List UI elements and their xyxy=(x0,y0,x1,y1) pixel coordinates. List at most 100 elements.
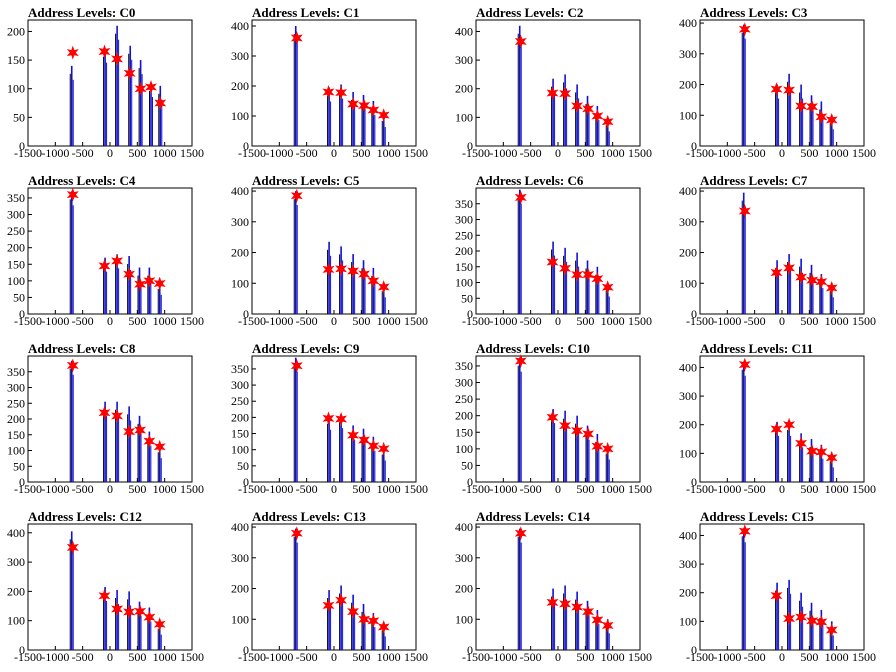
peak-marker xyxy=(795,99,808,113)
y-tick-label: 0 xyxy=(467,643,473,657)
y-tick-label: 0 xyxy=(19,307,25,321)
y-tick-label: 100 xyxy=(231,109,249,123)
x-tick-label: -1500 xyxy=(686,650,714,664)
peak-marker xyxy=(783,611,796,626)
x-tick-label: 1000 xyxy=(601,650,625,664)
peak-marker xyxy=(546,410,559,425)
plot-frame xyxy=(251,523,417,651)
x-tick-label: 1000 xyxy=(825,482,849,496)
peak-marker xyxy=(144,80,158,94)
peak-marker xyxy=(738,357,751,372)
peak-marker xyxy=(347,264,360,278)
x-tick-label: -1500 xyxy=(14,650,42,664)
y-tick-label: 400 xyxy=(679,528,697,542)
x-tick-label: 500 xyxy=(128,482,146,496)
y-tick-label: 100 xyxy=(7,614,25,628)
x-tick-label: -1000 xyxy=(265,650,293,664)
peak-marker xyxy=(111,253,124,268)
x-tick-label: 1000 xyxy=(601,314,625,328)
chart-title: Address Levels: C15 xyxy=(700,509,814,524)
x-tick-label: -1500 xyxy=(462,146,490,160)
x-tick-label: -500 xyxy=(520,146,542,160)
peak-marker xyxy=(290,526,303,541)
peak-marker xyxy=(591,439,604,454)
x-tick-label: 0 xyxy=(779,146,785,160)
peak-marker xyxy=(825,280,838,295)
x-tick-label: 500 xyxy=(352,650,370,664)
x-tick-label: -1000 xyxy=(713,146,741,160)
peak-marker xyxy=(825,623,838,637)
peak-marker xyxy=(582,267,595,282)
peak-marker xyxy=(153,617,166,632)
y-tick-label: 300 xyxy=(455,213,473,227)
plot-frame xyxy=(251,19,417,147)
plot-frame xyxy=(475,355,641,483)
peak-marker xyxy=(290,358,303,373)
y-tick-label: 400 xyxy=(455,520,473,534)
peak-marker xyxy=(367,273,380,288)
peak-marker xyxy=(66,358,79,373)
x-tick-label: 0 xyxy=(331,482,337,496)
plot-frame xyxy=(475,523,641,651)
chart-panel-c7: Address Levels: C7 0 100 200 300 400 -1500 -100… xyxy=(679,173,876,328)
peak-marker xyxy=(367,613,380,628)
x-tick-label: 1500 xyxy=(404,650,428,664)
y-tick-label: 300 xyxy=(679,389,697,403)
y-tick-label: 350 xyxy=(455,197,473,211)
peak-marker xyxy=(377,620,390,634)
peak-marker xyxy=(601,618,614,633)
x-tick-label: 1000 xyxy=(377,146,401,160)
x-tick-label: -1000 xyxy=(489,482,517,496)
y-tick-label: 350 xyxy=(231,362,249,376)
peak-marker xyxy=(514,354,527,368)
peak-marker xyxy=(153,439,166,454)
peak-marker xyxy=(582,604,595,619)
y-tick-label: 400 xyxy=(231,520,249,534)
peak-marker xyxy=(66,187,79,202)
x-tick-label: -500 xyxy=(72,314,94,328)
y-tick-label: 300 xyxy=(7,208,25,222)
x-tick-label: 1000 xyxy=(601,482,625,496)
chart-panel-c10: Address Levels: C10 0 50 100 150 200 250 300 350… xyxy=(455,341,652,496)
peak-marker xyxy=(571,423,584,438)
x-tick-label: 500 xyxy=(800,314,818,328)
peak-marker xyxy=(825,450,838,465)
x-tick-label: 1000 xyxy=(153,146,177,160)
y-tick-label: 200 xyxy=(231,246,249,260)
peak-marker xyxy=(559,261,572,276)
x-tick-label: 0 xyxy=(555,146,561,160)
y-tick-label: 200 xyxy=(7,412,25,426)
chart-title: Address Levels: C14 xyxy=(476,509,590,524)
y-tick-label: 0 xyxy=(19,475,25,489)
x-tick-label: -1000 xyxy=(489,314,517,328)
x-tick-label: 0 xyxy=(779,314,785,328)
y-tick-label: 100 xyxy=(7,444,25,458)
peak-marker xyxy=(571,267,584,282)
peak-marker xyxy=(582,101,595,116)
chart-title: Address Levels: C2 xyxy=(476,5,583,20)
peak-marker xyxy=(98,44,111,59)
peak-marker xyxy=(806,273,819,288)
y-tick-label: 200 xyxy=(231,582,249,596)
y-tick-label: 300 xyxy=(231,215,249,229)
y-tick-label: 50 xyxy=(461,458,473,472)
y-tick-label: 0 xyxy=(467,475,473,489)
plot-frame xyxy=(699,523,865,651)
y-tick-label: 0 xyxy=(243,475,249,489)
y-tick-label: 300 xyxy=(455,53,473,67)
peak-marker xyxy=(770,422,783,436)
y-tick-label: 0 xyxy=(467,307,473,321)
y-tick-label: 200 xyxy=(231,79,249,93)
x-tick-label: 500 xyxy=(128,650,146,664)
peak-marker xyxy=(815,109,828,124)
peak-marker xyxy=(377,108,390,123)
x-tick-label: -1000 xyxy=(713,314,741,328)
y-tick-label: 100 xyxy=(455,442,473,456)
y-tick-label: 300 xyxy=(679,215,697,229)
chart-panel-c0: Address Levels: C0 0 50 100 150 200 -1500 -1000… xyxy=(7,5,204,160)
y-tick-label: 400 xyxy=(679,184,697,198)
chart-title: Address Levels: C5 xyxy=(252,173,360,188)
y-tick-label: 150 xyxy=(455,425,473,439)
peak-marker xyxy=(347,428,360,443)
x-tick-label: 1500 xyxy=(852,146,876,160)
